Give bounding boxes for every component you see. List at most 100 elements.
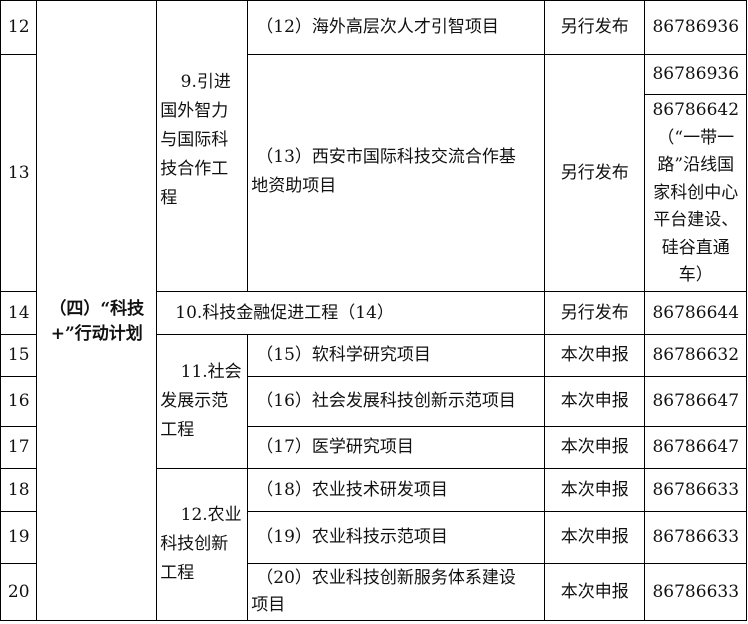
row-number-text: 18 bbox=[7, 479, 30, 500]
mode-cell: 另行发布 bbox=[544, 291, 646, 336]
row-number-text: 16 bbox=[7, 391, 30, 412]
mode-cell: 本次申报 bbox=[544, 426, 646, 470]
phone-text: 86786633 bbox=[652, 527, 740, 548]
project-text: 地资助项目 bbox=[251, 176, 337, 197]
row-number: 12 bbox=[0, 0, 38, 56]
mode-cell: 本次申报 bbox=[544, 563, 646, 622]
project-text: 项目 bbox=[251, 595, 286, 616]
phone-note: 硅谷直通 bbox=[661, 237, 730, 258]
group-line: 12.农业 bbox=[180, 505, 242, 526]
mode-text: 另行发布 bbox=[560, 302, 629, 323]
row-number: 20 bbox=[0, 563, 38, 622]
group-line: 科技创新 bbox=[160, 534, 229, 555]
phone-cell: 86786633 bbox=[644, 468, 748, 513]
phone-note: 路”沿线国 bbox=[657, 155, 735, 175]
mode-text: 另行发布 bbox=[560, 17, 629, 38]
project-cell: （16）社会发展科技创新示范项目 bbox=[247, 376, 546, 428]
project-cell: （17）医学研究项目 bbox=[247, 426, 546, 470]
project-cell: （12）海外高层次人才引智项目 bbox=[247, 0, 546, 56]
mode-cell: 本次申报 bbox=[544, 376, 646, 428]
row-number: 17 bbox=[0, 426, 38, 470]
phone-note: 车） bbox=[678, 265, 713, 285]
phone-cell: 86786647 bbox=[644, 426, 748, 470]
phone-cell: 86786647 bbox=[644, 376, 748, 428]
phone-cell: 86786633 bbox=[644, 511, 748, 565]
category-line: （四）“科技 bbox=[49, 298, 145, 319]
phone-text: 86786936 bbox=[652, 64, 740, 85]
mode-text: 本次申报 bbox=[560, 527, 629, 548]
group-line: 工程 bbox=[160, 420, 195, 441]
row-number-text: 19 bbox=[7, 527, 30, 548]
phone-cell: 86786936 bbox=[644, 54, 748, 96]
mode-text: 本次申报 bbox=[560, 437, 629, 458]
project-text: （15）软科学研究项目 bbox=[256, 345, 431, 366]
mode-cell: 本次申报 bbox=[544, 468, 646, 513]
phone-note: （“一带一 bbox=[657, 127, 735, 148]
project-cell: （15）软科学研究项目 bbox=[247, 334, 546, 378]
phone-cell: 86786644 bbox=[644, 291, 748, 336]
group-line: 发展示范 bbox=[160, 391, 229, 412]
phone-text: 86786632 bbox=[652, 345, 740, 366]
mode-text: 本次申报 bbox=[560, 581, 629, 602]
row-number-text: 14 bbox=[7, 302, 30, 323]
category-line: +”行动计划 bbox=[50, 323, 143, 344]
project-text: （18）农业技术研发项目 bbox=[256, 479, 448, 500]
mode-cell: 另行发布 bbox=[544, 54, 646, 293]
project-cell: （18）农业技术研发项目 bbox=[247, 468, 546, 513]
mode-text: 本次申报 bbox=[560, 391, 629, 412]
mode-text: 本次申报 bbox=[560, 345, 629, 366]
phone-cell: 86786936 bbox=[644, 0, 748, 56]
group-12-cell: 12.农业 科技创新 工程 bbox=[156, 468, 249, 622]
phone-cell: 86786642 （“一带一 路”沿线国 家科创中心 平台建设、 硅谷直通 车） bbox=[644, 94, 748, 293]
mode-text: 本次申报 bbox=[560, 479, 629, 500]
phone-text: 86786936 bbox=[652, 17, 740, 38]
row-number: 15 bbox=[0, 334, 38, 378]
category-cell: （四）“科技 +”行动计划 bbox=[36, 0, 158, 622]
project-text: （12）海外高层次人才引智项目 bbox=[256, 17, 499, 38]
mode-cell: 另行发布 bbox=[544, 0, 646, 56]
mode-cell: 本次申报 bbox=[544, 511, 646, 565]
project-text: （20）农业科技创新服务体系建设 bbox=[256, 568, 516, 589]
phone-text: 86786633 bbox=[652, 581, 740, 602]
phone-text: 86786633 bbox=[652, 479, 740, 500]
row-number-text: 13 bbox=[7, 162, 30, 183]
row-number: 13 bbox=[0, 54, 38, 293]
group-9-cell: 9.引进 国外智力 与国际科 技合作工 程 bbox=[156, 0, 249, 293]
row-number: 18 bbox=[0, 468, 38, 513]
mode-cell: 本次申报 bbox=[544, 334, 646, 378]
phone-note: 平台建设、 bbox=[653, 210, 739, 230]
group-line: 国外智力 bbox=[160, 100, 229, 121]
project-cell: （13）西安市国际科技交流合作基 地资助项目 bbox=[247, 54, 546, 293]
row-number: 16 bbox=[0, 376, 38, 428]
project-cell: 10.科技金融促进工程（14） bbox=[156, 291, 546, 336]
project-cell: （20）农业科技创新服务体系建设 项目 bbox=[247, 563, 546, 622]
phone-text: 86786642 bbox=[652, 100, 740, 120]
phone-note: 家科创中心 bbox=[653, 182, 739, 203]
phone-text: 86786647 bbox=[652, 437, 740, 458]
group-line: 与国际科 bbox=[160, 129, 229, 150]
project-text: （16）社会发展科技创新示范项目 bbox=[256, 391, 516, 412]
mode-text: 另行发布 bbox=[560, 162, 629, 183]
row-number-text: 17 bbox=[7, 437, 30, 458]
phone-text: 86786647 bbox=[652, 391, 740, 412]
project-text: 10.科技金融促进工程（14） bbox=[175, 302, 394, 323]
row-number: 14 bbox=[0, 291, 38, 336]
phone-cell: 86786632 bbox=[644, 334, 748, 378]
group-line: 程 bbox=[160, 187, 178, 208]
project-cell: （19）农业科技示范项目 bbox=[247, 511, 546, 565]
group-line: 工程 bbox=[160, 563, 195, 584]
row-number-text: 15 bbox=[7, 345, 30, 366]
phone-cell: 86786633 bbox=[644, 563, 748, 622]
group-line: 技合作工 bbox=[160, 158, 229, 179]
group-11-cell: 11.社会 发展示范 工程 bbox=[156, 334, 249, 470]
row-number-text: 12 bbox=[7, 17, 30, 38]
project-text: （17）医学研究项目 bbox=[256, 437, 414, 458]
group-line: 11.社会 bbox=[180, 362, 242, 383]
row-number: 19 bbox=[0, 511, 38, 565]
group-line: 9.引进 bbox=[180, 71, 231, 92]
project-text: （19）农业科技示范项目 bbox=[256, 527, 448, 548]
project-text: （13）西安市国际科技交流合作基 bbox=[256, 147, 516, 168]
row-number-text: 20 bbox=[7, 581, 30, 602]
phone-text: 86786644 bbox=[652, 302, 740, 323]
